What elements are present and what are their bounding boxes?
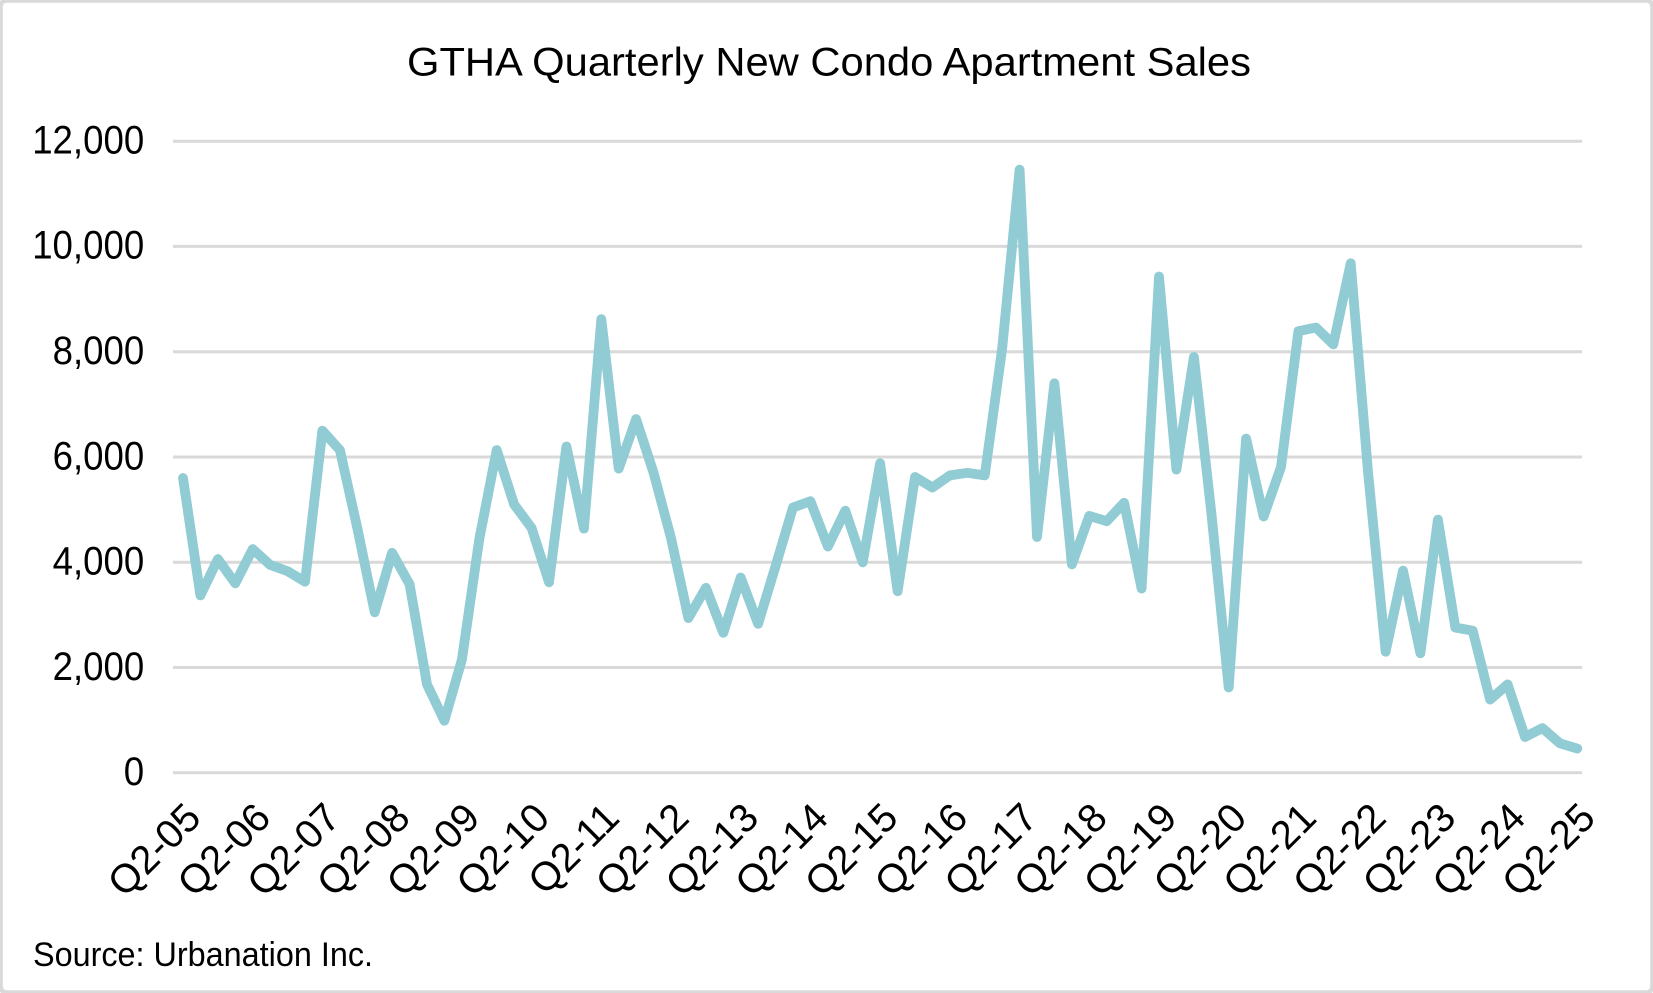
svg-text:6,000: 6,000 (53, 434, 145, 478)
svg-text:2,000: 2,000 (53, 645, 145, 689)
svg-text:0: 0 (124, 750, 144, 794)
svg-text:GTHA Quarterly New Condo Apart: GTHA Quarterly New Condo Apartment Sales (407, 40, 1251, 84)
svg-text:4,000: 4,000 (53, 540, 145, 584)
svg-text:12,000: 12,000 (32, 119, 144, 163)
svg-text:10,000: 10,000 (32, 224, 144, 268)
svg-text:Source: Urbanation Inc.: Source: Urbanation Inc. (33, 936, 373, 974)
svg-text:8,000: 8,000 (53, 329, 145, 373)
